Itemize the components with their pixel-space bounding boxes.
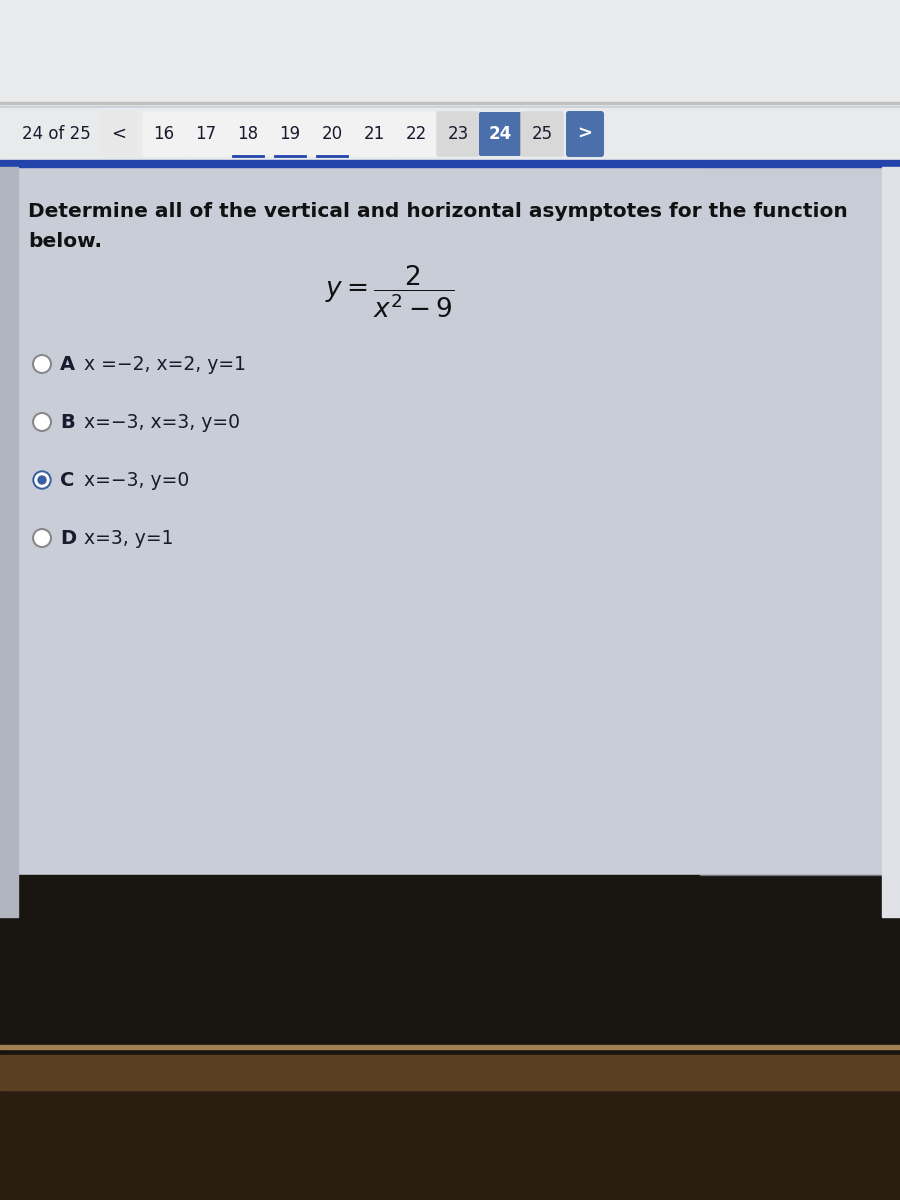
Text: 21: 21 xyxy=(364,125,384,143)
Text: 18: 18 xyxy=(238,125,258,143)
Bar xyxy=(0,167,900,967)
Text: B: B xyxy=(60,413,75,432)
Text: 23: 23 xyxy=(447,125,469,143)
Circle shape xyxy=(35,473,49,487)
FancyBboxPatch shape xyxy=(437,112,479,156)
Text: 17: 17 xyxy=(195,125,217,143)
Text: 24: 24 xyxy=(489,125,511,143)
FancyBboxPatch shape xyxy=(395,112,437,156)
Text: Determine all of the vertical and horizontal asymptotes for the function: Determine all of the vertical and horizo… xyxy=(28,202,848,221)
FancyBboxPatch shape xyxy=(479,112,521,156)
Bar xyxy=(882,167,900,917)
FancyBboxPatch shape xyxy=(143,112,185,156)
Text: below.: below. xyxy=(28,232,102,251)
Bar xyxy=(0,102,900,104)
Bar xyxy=(0,875,900,1055)
Text: 19: 19 xyxy=(279,125,301,143)
Text: x =−2, x=2, y=1: x =−2, x=2, y=1 xyxy=(84,354,246,373)
Bar xyxy=(0,0,900,104)
Text: 20: 20 xyxy=(321,125,343,143)
Text: $\mathit{y} = \dfrac{2}{x^2-9}$: $\mathit{y} = \dfrac{2}{x^2-9}$ xyxy=(326,264,454,320)
FancyBboxPatch shape xyxy=(566,110,604,157)
Circle shape xyxy=(33,413,51,431)
FancyBboxPatch shape xyxy=(185,112,227,156)
Bar xyxy=(700,167,882,875)
Text: 16: 16 xyxy=(153,125,175,143)
Text: x=−3, y=0: x=−3, y=0 xyxy=(84,470,189,490)
Bar xyxy=(0,1055,900,1090)
FancyBboxPatch shape xyxy=(521,112,563,156)
Bar xyxy=(0,1090,900,1200)
Text: <: < xyxy=(112,125,127,143)
FancyBboxPatch shape xyxy=(269,112,311,156)
Text: 25: 25 xyxy=(531,125,553,143)
Text: >: > xyxy=(578,125,592,143)
Text: x=3, y=1: x=3, y=1 xyxy=(84,528,174,547)
Text: C: C xyxy=(60,470,75,490)
Bar xyxy=(0,108,900,160)
FancyBboxPatch shape xyxy=(227,112,269,156)
Bar xyxy=(0,1045,900,1049)
Bar xyxy=(0,167,18,917)
FancyBboxPatch shape xyxy=(311,112,353,156)
Circle shape xyxy=(38,476,46,484)
Text: 22: 22 xyxy=(405,125,427,143)
Circle shape xyxy=(33,470,51,490)
Text: 24 of 25: 24 of 25 xyxy=(22,125,91,143)
FancyBboxPatch shape xyxy=(353,112,395,156)
Text: D: D xyxy=(60,528,76,547)
Circle shape xyxy=(33,529,51,547)
Text: A: A xyxy=(60,354,75,373)
Bar xyxy=(0,160,900,167)
Circle shape xyxy=(33,355,51,373)
FancyBboxPatch shape xyxy=(102,110,136,157)
Text: x=−3, x=3, y=0: x=−3, x=3, y=0 xyxy=(84,413,240,432)
